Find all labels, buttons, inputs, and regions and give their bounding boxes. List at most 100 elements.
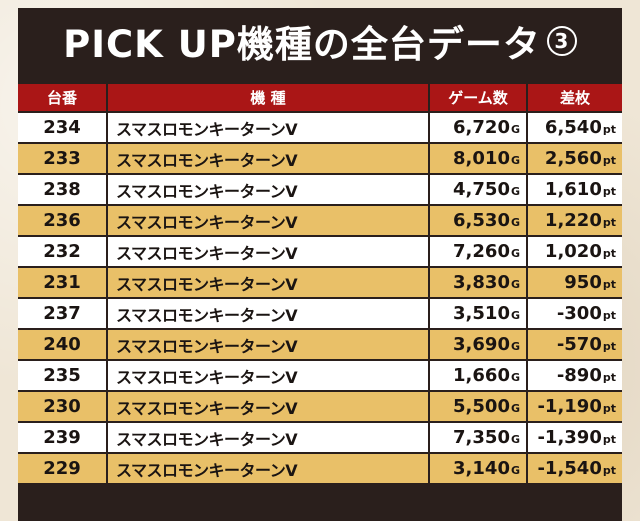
machine-name: スマスロモンキーターンV [116,119,298,139]
difference-value: -1,190 [537,396,602,417]
machine-number-cell: 230 [18,392,106,421]
difference-unit: pt [602,154,616,167]
game-unit: G [510,154,520,167]
difference-value: -570 [556,334,602,355]
game-unit: G [510,433,520,446]
game-count-cell: 4,750G [428,175,526,204]
game-count: 6,530 [453,210,510,231]
difference-unit: pt [602,309,616,322]
machine-name: スマスロモンキーターンV [116,243,298,263]
game-count: 3,690 [453,334,510,355]
difference-unit: pt [602,278,616,291]
difference-value: 1,020 [544,241,602,262]
difference-cell: 1,220pt [526,206,622,235]
difference-value: -890 [556,365,602,386]
difference-cell: 2,560pt [526,144,622,173]
game-count-cell: 8,010G [428,144,526,173]
difference-value: -1,390 [537,427,602,448]
machine-name: スマスロモンキーターンV [116,398,298,418]
table-row: 236 スマスロモンキーターンV 6,530G 1,220pt [18,206,622,235]
game-count-cell: 7,350G [428,423,526,452]
machine-number-cell: 229 [18,454,106,483]
difference-unit: pt [602,402,616,415]
game-unit: G [510,464,520,477]
difference-unit: pt [602,340,616,353]
machine-name: スマスロモンキーターンV [116,367,298,387]
difference-cell: -890pt [526,361,622,390]
machine-number: 239 [43,427,81,448]
game-unit: G [510,278,520,291]
table-row: 238 スマスロモンキーターンV 4,750G 1,610pt [18,175,622,204]
machine-number-cell: 233 [18,144,106,173]
machine-name: スマスロモンキーターンV [116,150,298,170]
difference-unit: pt [602,185,616,198]
game-count: 3,140 [453,458,510,479]
game-unit: G [510,185,520,198]
machine-name-cell: スマスロモンキーターンV [106,392,428,421]
difference-value: -1,540 [537,458,602,479]
difference-value: 6,540 [544,117,602,138]
column-header-game-count: ゲーム数 [428,84,526,111]
table-row: 237 スマスロモンキーターンV 3,510G -300pt [18,299,622,328]
machine-number-cell: 239 [18,423,106,452]
game-unit: G [510,309,520,322]
machine-number: 238 [43,179,81,200]
machine-name-cell: スマスロモンキーターンV [106,237,428,266]
difference-cell: 1,020pt [526,237,622,266]
game-unit: G [510,123,520,136]
machine-name: スマスロモンキーターンV [116,305,298,325]
machine-name-cell: スマスロモンキーターンV [106,299,428,328]
game-unit: G [510,247,520,260]
game-count-cell: 3,830G [428,268,526,297]
game-count-cell: 3,510G [428,299,526,328]
difference-cell: 6,540pt [526,113,622,142]
difference-unit: pt [602,371,616,384]
table-row: 233 スマスロモンキーターンV 8,010G 2,560pt [18,144,622,173]
machine-name: スマスロモンキーターンV [116,181,298,201]
column-header-machine-number: 台番 [18,84,106,111]
machine-name-cell: スマスロモンキーターンV [106,206,428,235]
difference-unit: pt [602,247,616,260]
title-text: PICK UP機種の全台データ [63,23,541,66]
machine-name: スマスロモンキーターンV [116,274,298,294]
machine-number-cell: 234 [18,113,106,142]
difference-unit: pt [602,433,616,446]
machine-name-cell: スマスロモンキーターンV [106,330,428,359]
difference-value: 1,220 [544,210,602,231]
table-row: 231 スマスロモンキーターンV 3,830G 950pt [18,268,622,297]
difference-unit: pt [602,464,616,477]
machine-number: 231 [43,272,81,293]
difference-value: -300 [556,303,602,324]
difference-cell: -570pt [526,330,622,359]
machine-name-cell: スマスロモンキーターンV [106,144,428,173]
machine-number-cell: 231 [18,268,106,297]
difference-cell: -300pt [526,299,622,328]
game-unit: G [510,340,520,353]
game-count-cell: 1,660G [428,361,526,390]
game-count: 8,010 [453,148,510,169]
game-count: 3,830 [453,272,510,293]
game-count-cell: 3,690G [428,330,526,359]
game-count-cell: 6,530G [428,206,526,235]
machine-number-cell: 232 [18,237,106,266]
difference-cell: -1,540pt [526,454,622,483]
machine-number-cell: 238 [18,175,106,204]
machine-number: 230 [43,396,81,417]
table-row: 239 スマスロモンキーターンV 7,350G -1,390pt [18,423,622,452]
difference-cell: -1,190pt [526,392,622,421]
machine-name-cell: スマスロモンキーターンV [106,113,428,142]
game-count: 1,660 [453,365,510,386]
machine-name-cell: スマスロモンキーターンV [106,268,428,297]
game-count-cell: 6,720G [428,113,526,142]
data-panel: PICK UP機種の全台データ 3 台番 機 種 ゲーム数 差枚 234 スマスロ… [18,8,622,521]
game-count: 6,720 [453,117,510,138]
game-count: 7,350 [453,427,510,448]
column-header-machine-name: 機 種 [106,84,428,111]
machine-data-table: 台番 機 種 ゲーム数 差枚 234 スマスロモンキーターンV 6,720G 6,54… [18,82,622,485]
table-row: 232 スマスロモンキーターンV 7,260G 1,020pt [18,237,622,266]
game-count: 7,260 [453,241,510,262]
difference-cell: -1,390pt [526,423,622,452]
machine-number: 237 [43,303,81,324]
machine-name-cell: スマスロモンキーターンV [106,361,428,390]
machine-number-cell: 237 [18,299,106,328]
